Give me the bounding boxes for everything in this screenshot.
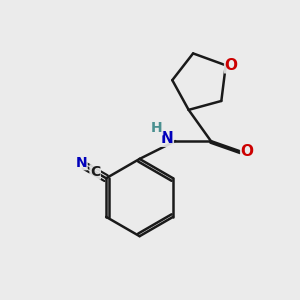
Text: N: N	[76, 156, 87, 170]
Text: N: N	[160, 131, 173, 146]
Text: C: C	[90, 165, 100, 179]
Text: H: H	[151, 121, 163, 135]
Text: O: O	[225, 58, 238, 73]
Text: O: O	[241, 144, 254, 159]
